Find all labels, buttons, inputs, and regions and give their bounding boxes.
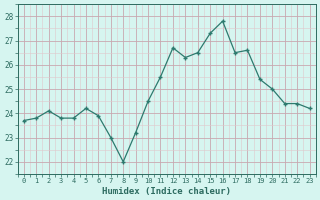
X-axis label: Humidex (Indice chaleur): Humidex (Indice chaleur) xyxy=(102,187,231,196)
